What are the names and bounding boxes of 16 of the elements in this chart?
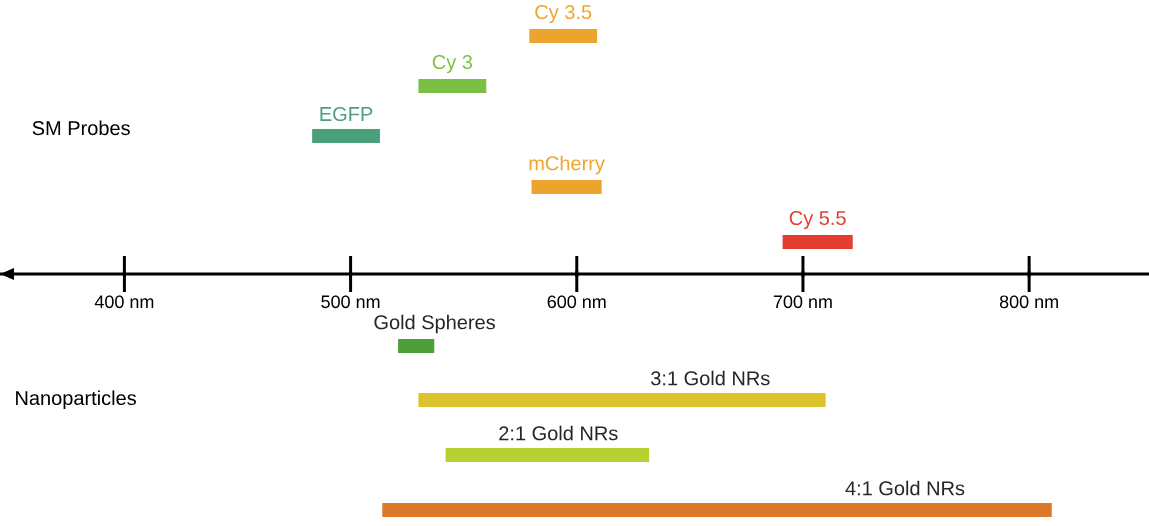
annotation: 3:1 Gold NRs — [651, 370, 770, 386]
x-tick-label: 800 nm — [999, 295, 1058, 309]
annotation: SM Probes — [32, 120, 130, 136]
x-tick-label: 400 nm — [94, 295, 154, 309]
x-tick-label: 500 nm — [321, 295, 380, 309]
annotation: 4:1 Gold NRs — [845, 480, 965, 496]
annotation: mCherry — [529, 155, 605, 175]
annotation: Cy 5.5 — [789, 210, 846, 230]
annotation: Cy 3.5 — [535, 4, 592, 24]
x-tick-label: 700 nm — [773, 295, 832, 309]
annotation: Nanoparticles — [16, 390, 136, 410]
annotation: Gold Spheres — [374, 314, 495, 334]
annotation: 2:1 Gold NRs — [499, 425, 618, 441]
annotation: EGFP — [320, 106, 373, 122]
annotation: Cy 3 — [432, 54, 473, 74]
x-tick-label: 600 nm — [547, 295, 606, 309]
